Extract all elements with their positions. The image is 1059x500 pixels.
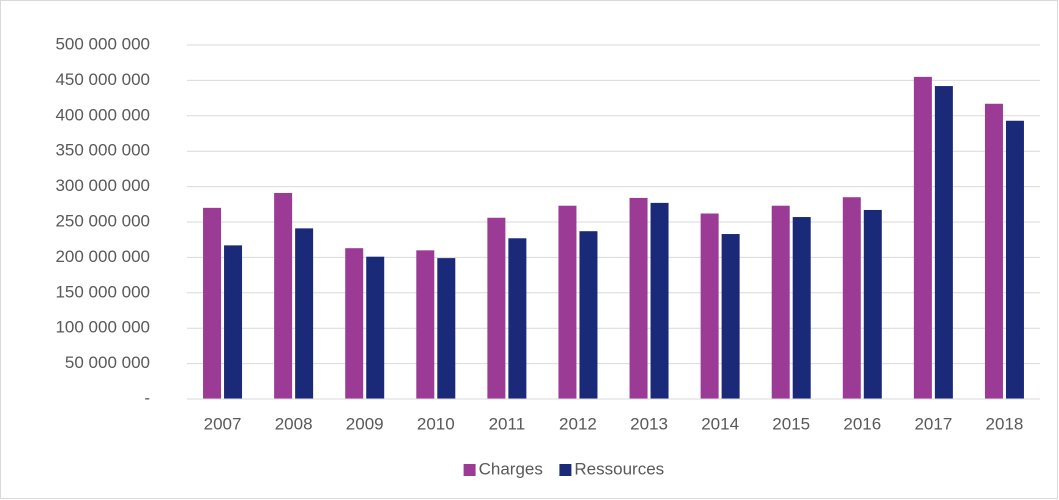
x-tick-label: 2011 xyxy=(489,414,526,433)
legend-swatch xyxy=(463,464,476,476)
bar xyxy=(1005,120,1024,400)
y-tick-label: 50 000 000 xyxy=(65,353,150,372)
legend-label: Charges xyxy=(479,459,543,478)
x-tick-label: 2018 xyxy=(986,414,1024,433)
bar xyxy=(650,202,669,399)
bar xyxy=(629,197,648,399)
x-tick-label: 2016 xyxy=(843,414,881,433)
x-tick-label: 2015 xyxy=(772,414,810,433)
x-tick-label: 2017 xyxy=(914,414,952,433)
bar xyxy=(792,217,811,399)
bar xyxy=(366,256,385,399)
bar xyxy=(487,217,506,399)
y-tick-label: 450 000 000 xyxy=(55,70,150,89)
x-tick-label: 2008 xyxy=(275,414,313,433)
bar xyxy=(203,207,222,399)
bar xyxy=(934,86,953,400)
bar xyxy=(508,238,527,399)
bar xyxy=(558,205,577,399)
bar xyxy=(842,197,861,399)
bar xyxy=(700,213,719,399)
y-tick-label: 200 000 000 xyxy=(55,247,150,266)
y-tick-label: 350 000 000 xyxy=(55,141,150,160)
x-tick-label: 2014 xyxy=(701,414,739,433)
legend-swatch xyxy=(559,464,572,476)
bar xyxy=(984,103,1003,399)
legend-label: Ressources xyxy=(574,459,664,478)
bar xyxy=(863,209,882,399)
bar xyxy=(295,228,314,399)
y-tick-label: 250 000 000 xyxy=(55,211,150,230)
y-tick-label: 100 000 000 xyxy=(55,318,150,337)
x-tick-label: 2009 xyxy=(346,414,384,433)
y-tick-label: 400 000 000 xyxy=(55,105,150,124)
bar xyxy=(721,234,740,399)
bar xyxy=(913,76,932,400)
bar xyxy=(224,245,243,399)
bar xyxy=(579,231,598,399)
bar xyxy=(771,205,790,399)
x-tick-label: 2012 xyxy=(559,414,597,433)
x-tick-label: 2010 xyxy=(417,414,455,433)
y-tick-label: 500 000 000 xyxy=(55,34,150,53)
y-tick-label: 150 000 000 xyxy=(55,282,150,301)
bar xyxy=(416,250,435,399)
bar xyxy=(274,192,293,399)
bar xyxy=(345,248,364,399)
x-tick-label: 2007 xyxy=(204,414,242,433)
bar xyxy=(437,258,456,399)
x-tick-label: 2013 xyxy=(630,414,668,433)
y-tick-label: 300 000 000 xyxy=(55,176,150,195)
y-tick-label: - xyxy=(144,388,150,407)
